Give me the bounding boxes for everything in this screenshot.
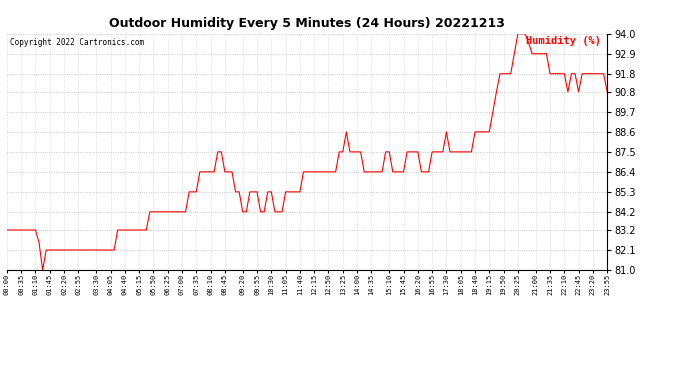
Text: Copyright 2022 Cartronics.com: Copyright 2022 Cartronics.com <box>10 39 144 48</box>
Text: Humidity (%): Humidity (%) <box>526 36 601 46</box>
Title: Outdoor Humidity Every 5 Minutes (24 Hours) 20221213: Outdoor Humidity Every 5 Minutes (24 Hou… <box>109 17 505 30</box>
